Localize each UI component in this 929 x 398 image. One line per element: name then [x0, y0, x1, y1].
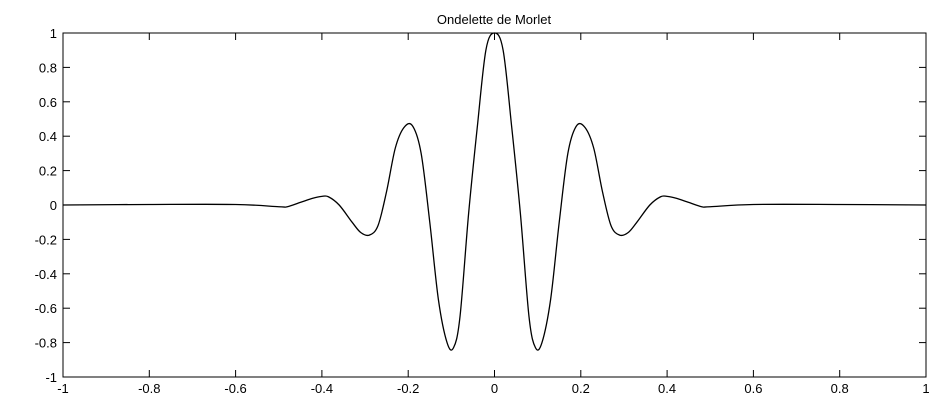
y-tick-label: 1 [50, 26, 57, 41]
y-axis-ticks [63, 32, 926, 378]
x-tick-label: 0 [491, 381, 498, 396]
x-axis-tick-labels: -1 -0.8 -0.6 -0.4 -0.2 0 0.2 0.4 0.6 0.8 1 [57, 381, 929, 396]
y-tick-label: -1 [45, 370, 57, 385]
y-tick-label: 0.2 [39, 164, 57, 179]
y-tick-label: -0.8 [35, 336, 57, 351]
x-tick-label: 1 [922, 381, 929, 396]
x-tick-label: 0.8 [831, 381, 849, 396]
x-tick-label: -0.8 [138, 381, 160, 396]
x-tick-label: 0.6 [744, 381, 762, 396]
x-axis-ticks [62, 33, 927, 377]
chart-title: Ondelette de Morlet [437, 12, 552, 27]
x-tick-label: -0.2 [397, 381, 419, 396]
y-tick-label: -0.2 [35, 232, 57, 247]
y-tick-label: 0.8 [39, 60, 57, 75]
y-tick-label: 0 [50, 198, 57, 213]
y-axis-tick-labels: -1 -0.8 -0.6 -0.4 -0.2 0 0.2 0.4 0.6 0.8 1 [35, 26, 57, 385]
x-tick-label: -1 [57, 381, 69, 396]
series-line [62, 32, 927, 351]
series-layer [62, 32, 927, 351]
y-tick-label: 0.4 [39, 129, 57, 144]
x-tick-label: -0.4 [311, 381, 333, 396]
plot-area [62, 32, 927, 378]
x-tick-label: 0.4 [658, 381, 676, 396]
axes-box [62, 32, 927, 378]
y-tick-label: -0.6 [35, 301, 57, 316]
y-tick-label: 0.6 [39, 95, 57, 110]
y-tick-label: -0.4 [35, 267, 57, 282]
x-tick-label: 0.2 [572, 381, 590, 396]
x-tick-label: -0.6 [224, 381, 246, 396]
